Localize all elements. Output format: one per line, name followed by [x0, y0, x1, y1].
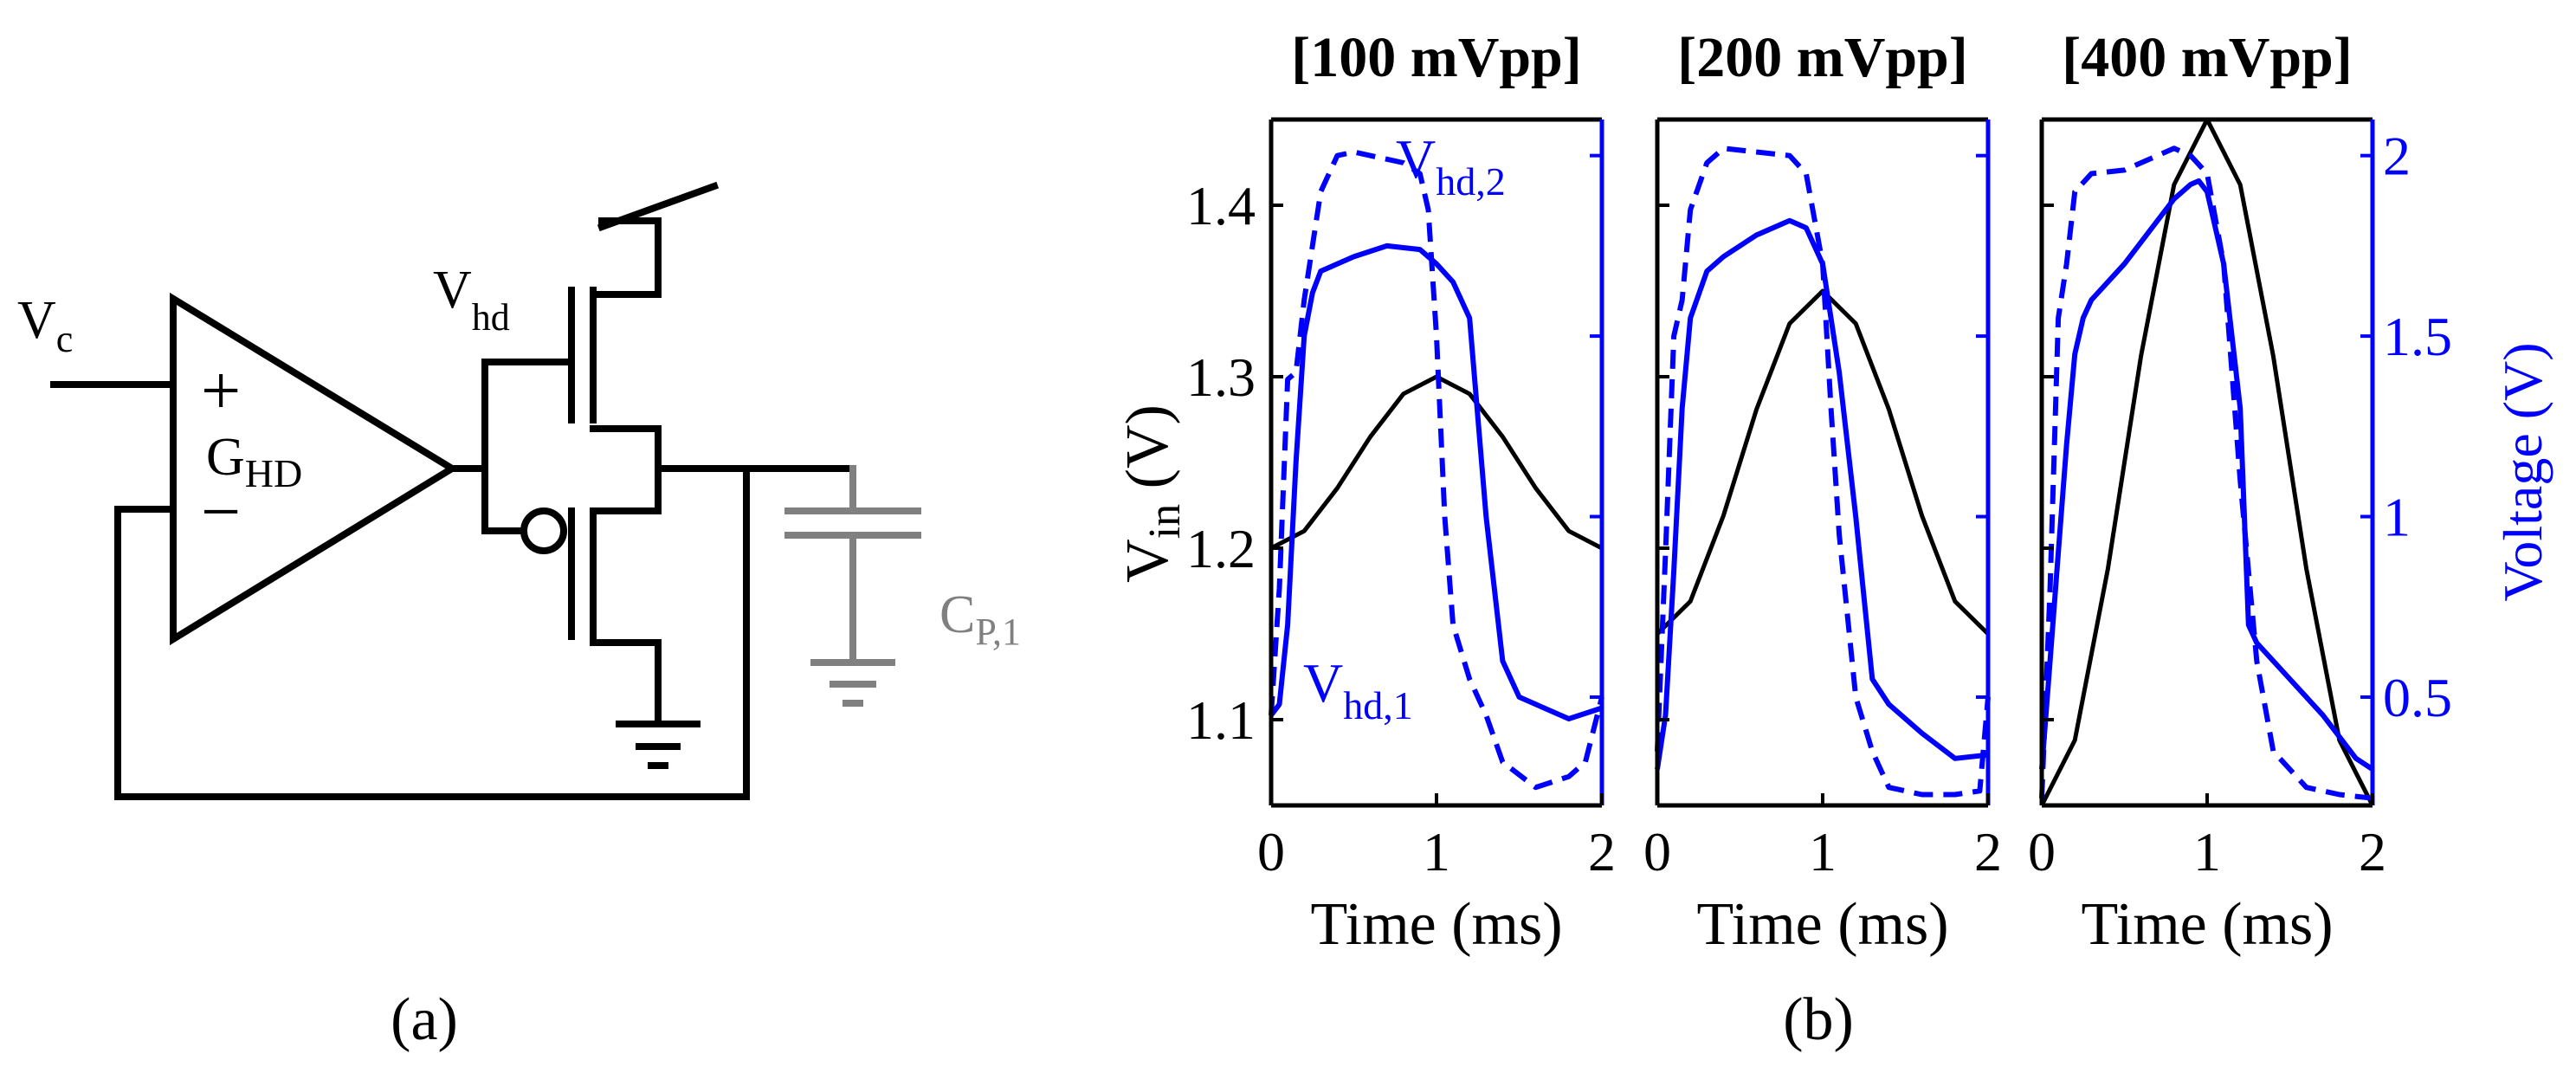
plot-panel-2: [200 mVpp] 0 1 2 Time (ms): [1643, 26, 2002, 958]
right-tick-label: 1: [2383, 487, 2411, 548]
right-tick-label: 1.5: [2383, 306, 2452, 367]
caption-b: (b): [1783, 986, 1854, 1053]
x-tick-label: 1: [2193, 821, 2221, 882]
series-v-hd-2: [1269, 149, 1604, 791]
vhd1-annotation: Vhd,1: [1303, 652, 1413, 727]
plot-panel-1: [100 mVpp] 1.1 1.2 1.3 1.4 0 1 2 Time (ms): [1186, 26, 1616, 958]
plot-title: [400 mVpp]: [2062, 26, 2353, 89]
circuit-diagram: [50, 181, 921, 800]
circuit-labels: Vc Vhd + GHD − CP,1 (a): [17, 261, 1021, 1053]
opamp-triangle: [170, 292, 459, 646]
x-tick-label: 0: [2028, 821, 2056, 882]
left-axis-label: Vin (V): [1114, 404, 1190, 583]
vdd-bar: [597, 181, 720, 232]
x-tick-label: 2: [1974, 821, 2002, 882]
caption-a: (a): [391, 986, 458, 1053]
vdd-wire: [598, 217, 662, 298]
x-tick-label: 0: [1257, 821, 1285, 882]
x-tick-label: 0: [1643, 821, 1671, 882]
cp-label: CP,1: [939, 585, 1021, 653]
series-v-hd-1: [2039, 178, 2374, 772]
x-tick-label: 1: [1809, 821, 1837, 882]
left-tick-label: 1.4: [1186, 175, 1256, 236]
left-tick-label: 1.2: [1186, 518, 1256, 579]
x-tick-label: 2: [1588, 821, 1616, 882]
feedback-wire: [114, 465, 750, 800]
x-axis-label: Time (ms): [1696, 891, 1948, 958]
series-v-in: [2039, 117, 2375, 807]
series-v-in: [1656, 288, 1990, 636]
minus-sign: −: [201, 472, 241, 551]
series-v-in: [1269, 374, 1604, 551]
plot-title: [200 mVpp]: [1677, 26, 1968, 89]
plot-panel-3: [400 mVpp] 0.5 1 1.5 2 0 1 2 Time (ms): [2028, 26, 2452, 958]
series-v-hd-1: [1655, 217, 1989, 770]
x-tick-label: 1: [1423, 821, 1450, 882]
ghd-label: GHD: [206, 428, 302, 495]
vhd-label: Vhd: [433, 261, 510, 339]
vc-label: Vc: [17, 291, 73, 360]
pmos-bubble: [520, 507, 567, 554]
plus-sign: +: [201, 351, 241, 430]
vhd2-annotation: Vhd,2: [1396, 128, 1506, 204]
series-v-hd-2: [1655, 145, 1991, 798]
parasitic-capacitor: [784, 465, 921, 707]
plot-title: [100 mVpp]: [1291, 26, 1582, 89]
x-tick-label: 2: [2359, 821, 2386, 882]
right-tick-label: 2: [2383, 126, 2411, 187]
x-axis-label: Time (ms): [2081, 891, 2333, 958]
right-tick-label: 0.5: [2383, 667, 2452, 728]
plot-static-labels: (b) Vin (V) Voltage (V) Vhd,2 Vhd,1: [1114, 128, 2553, 1053]
right-axis-label: Voltage (V): [2492, 342, 2553, 601]
series-v-hd-1: [1269, 242, 1603, 721]
x-axis-label: Time (ms): [1310, 891, 1562, 958]
left-tick-label: 1.3: [1186, 346, 1256, 408]
left-tick-label: 1.1: [1186, 689, 1256, 751]
series-v-hd-2: [2039, 145, 2373, 801]
